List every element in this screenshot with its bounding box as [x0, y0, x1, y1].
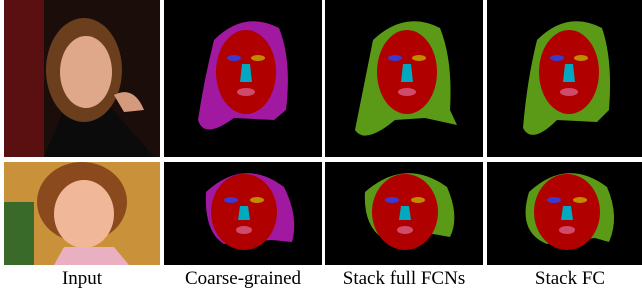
segmentation	[325, 0, 483, 157]
segmentation	[487, 162, 642, 265]
input-photo	[4, 0, 160, 157]
figure: Input Coarse-grained Stack full FCNs Sta…	[0, 0, 642, 294]
segmentation	[164, 0, 322, 157]
segmentation	[164, 162, 322, 265]
caption: Stack FC	[535, 268, 605, 289]
segmentation	[487, 0, 642, 157]
caption: Stack full FCNs	[343, 268, 465, 289]
caption: Input	[62, 268, 103, 289]
segmentation	[325, 162, 483, 265]
input-photo	[4, 162, 160, 265]
caption: Coarse-grained	[185, 268, 302, 289]
